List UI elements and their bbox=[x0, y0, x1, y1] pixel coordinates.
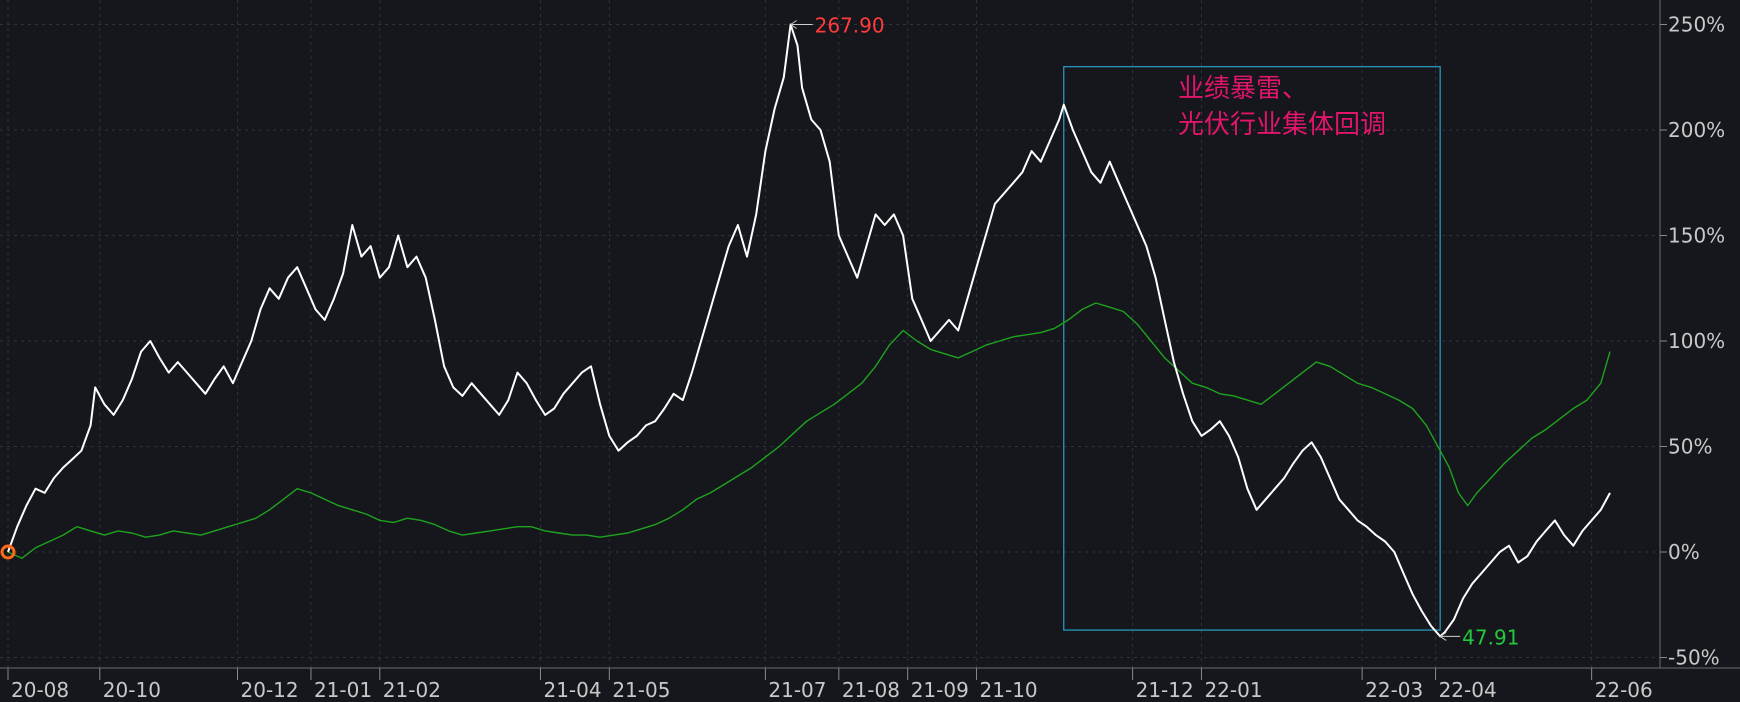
y-tick-label: 50% bbox=[1668, 435, 1712, 459]
annotation-layer: 业绩暴雷、 光伏行业集体回调 267.90 47.91 bbox=[790, 14, 1519, 649]
series-layer bbox=[0, 23, 1611, 638]
x-tick-label: 22-06 bbox=[1595, 678, 1653, 702]
max-value-label: 267.90 bbox=[815, 14, 885, 38]
x-tick-label: 21-05 bbox=[612, 678, 670, 702]
x-tick-label: 20-10 bbox=[103, 678, 161, 702]
x-tick-label: 20-08 bbox=[11, 678, 69, 702]
y-tick-label: -50% bbox=[1668, 646, 1720, 670]
y-tick-label: 250% bbox=[1668, 13, 1725, 37]
y-tick-label: 100% bbox=[1668, 329, 1725, 353]
x-tick-label: 21-10 bbox=[980, 678, 1038, 702]
x-tick-label: 21-07 bbox=[768, 678, 826, 702]
y-tick-label: 0% bbox=[1668, 540, 1700, 564]
highlight-region bbox=[1063, 66, 1441, 631]
start-marker bbox=[0, 544, 16, 560]
x-tick-label: 21-04 bbox=[543, 678, 601, 702]
x-tick-label: 22-04 bbox=[1439, 678, 1497, 702]
max-arrow-icon bbox=[790, 20, 797, 29]
x-tick-label: 22-01 bbox=[1204, 678, 1262, 702]
x-tick-label: 22-03 bbox=[1365, 678, 1423, 702]
callout-line-2: 光伏行业集体回调 bbox=[1178, 110, 1386, 140]
price-line bbox=[7, 23, 1611, 638]
x-tick-label: 21-08 bbox=[842, 678, 900, 702]
highlight-box bbox=[1063, 66, 1441, 631]
x-tick-label: 21-09 bbox=[911, 678, 969, 702]
x-tick-label: 21-02 bbox=[383, 678, 441, 702]
callout-line-1: 业绩暴雷、 bbox=[1178, 74, 1308, 104]
min-arrow-icon bbox=[1439, 631, 1447, 641]
y-tick-label: 200% bbox=[1668, 118, 1725, 142]
benchmark-line bbox=[7, 302, 1611, 559]
min-value-label: 47.91 bbox=[1462, 625, 1519, 649]
x-tick-label: 21-01 bbox=[314, 678, 372, 702]
y-tick-label: 150% bbox=[1668, 224, 1725, 248]
x-tick-label: 20-12 bbox=[241, 678, 299, 702]
x-tick-label: 21-12 bbox=[1136, 678, 1194, 702]
